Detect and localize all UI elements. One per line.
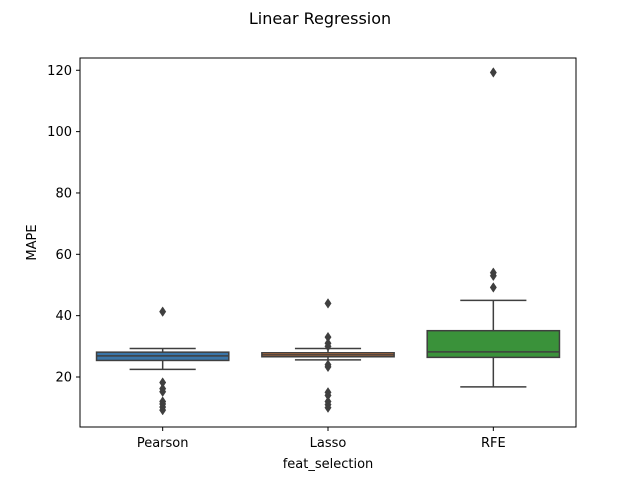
x-tick-label: Pearson [137, 436, 189, 451]
outlier-point [324, 402, 332, 413]
box-group-pearson [95, 306, 230, 416]
plot-area [95, 67, 561, 416]
x-tick-label: Lasso [310, 436, 347, 451]
y-tick-label: 120 [47, 64, 72, 79]
x-axis: Pearson Lasso RFE [137, 427, 506, 451]
y-tick-label: 20 [55, 371, 72, 386]
outlier-point [489, 270, 497, 282]
outlier-point [159, 306, 167, 317]
outlier-point [489, 282, 497, 293]
box-iqr [426, 329, 561, 359]
outlier-point [324, 298, 332, 309]
y-tick-label: 40 [55, 309, 72, 324]
y-tick-label: 80 [55, 186, 72, 201]
outlier-point [324, 341, 332, 352]
y-tick-label: 60 [55, 248, 72, 263]
x-axis-label: feat_selection [283, 457, 374, 472]
x-tick-label: RFE [481, 436, 506, 451]
y-tick-label: 100 [47, 125, 72, 140]
box-group-rfe [426, 67, 561, 388]
outlier-point [159, 404, 167, 416]
plot-frame [79, 57, 577, 428]
outlier-point [489, 67, 497, 78]
chart-title: Linear Regression [249, 9, 391, 28]
y-axis: 20 40 60 80 100 120 [47, 64, 80, 386]
box-group-lasso [261, 298, 395, 413]
outlier-point [324, 361, 332, 373]
y-axis-label: MAPE [25, 224, 40, 260]
